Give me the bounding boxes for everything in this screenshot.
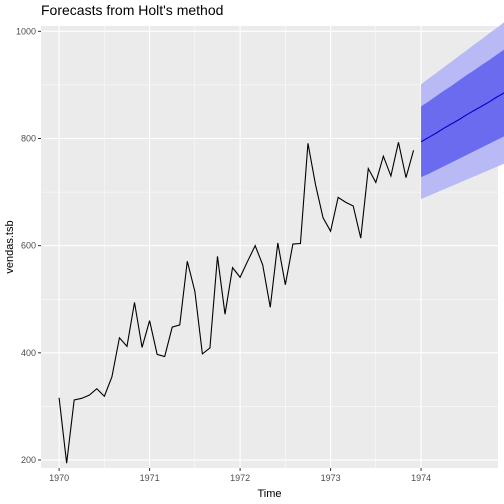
forecast-point-line [420, 92, 504, 143]
axes: 1970 1971 1972 1973 1974 200 400 600 800 1000 [16, 26, 431, 483]
x-tick-label: 1973 [321, 473, 341, 483]
y-tick-label: 400 [21, 348, 36, 358]
grid [41, 26, 498, 468]
y-tick-label: 600 [21, 241, 36, 251]
x-tick-label: 1970 [49, 473, 69, 483]
x-tick-label: 1971 [140, 473, 160, 483]
forecast-intervals [421, 22, 504, 200]
y-tick-label: 1000 [16, 26, 36, 36]
y-axis-title: vendas.tsb [4, 220, 16, 273]
y-tick-label: 200 [21, 455, 36, 465]
x-axis-title: Time [257, 488, 281, 500]
chart-title: Forecasts from Holt's method [41, 2, 223, 18]
observed-series-line [58, 142, 415, 464]
forecast-band-80 [421, 49, 504, 178]
series-lines [58, 92, 504, 464]
x-tick-label: 1974 [411, 473, 431, 483]
x-tick-label: 1972 [230, 473, 250, 483]
y-tick-label: 800 [21, 134, 36, 144]
